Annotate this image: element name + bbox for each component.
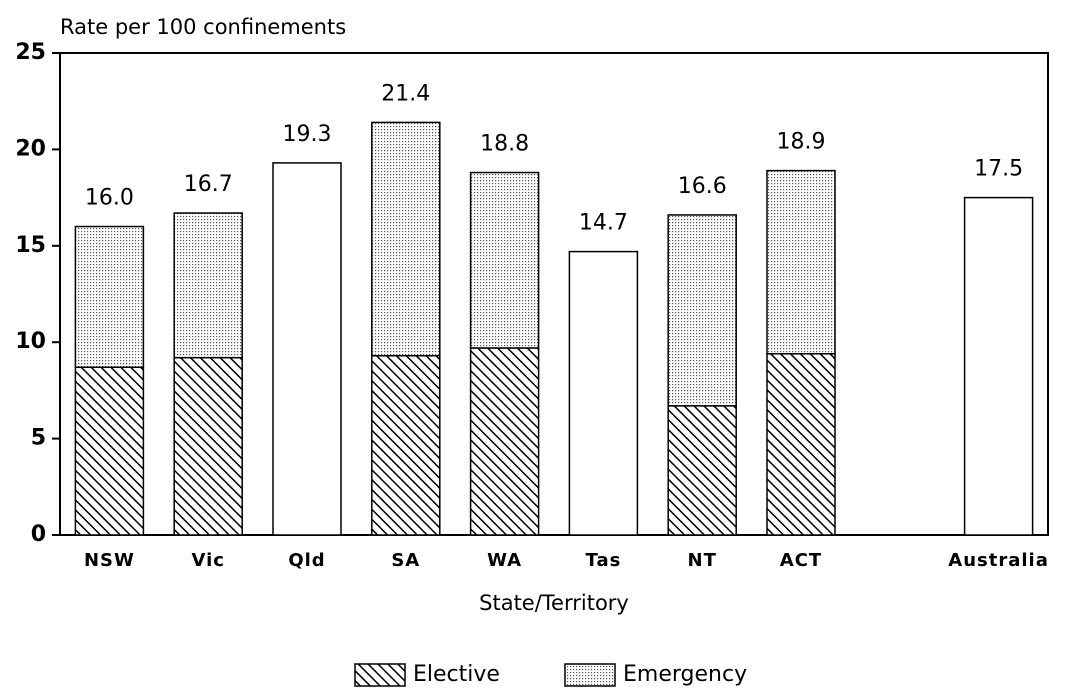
value-label: 14.7 <box>579 211 628 236</box>
value-label: 18.9 <box>777 130 826 155</box>
x-tick-label: NSW <box>84 550 135 571</box>
bar-segment <box>74 225 145 369</box>
bar <box>272 162 342 536</box>
value-label: 16.7 <box>184 172 233 197</box>
x-tick-label: SA <box>391 550 420 571</box>
y-tick-label: 15 <box>15 233 46 258</box>
bar-segment <box>469 171 540 349</box>
y-tick-label: 5 <box>31 426 46 451</box>
x-tick-label: Qld <box>288 550 325 571</box>
value-label: 19.3 <box>283 122 332 147</box>
bar-segment <box>667 214 737 407</box>
y-tick-label: 0 <box>31 522 46 547</box>
bar-segment <box>371 121 441 357</box>
y-axis-label: Rate per 100 confinements <box>60 15 346 39</box>
y-tick-label: 10 <box>15 329 46 354</box>
bar-segment <box>173 356 243 536</box>
value-label: 17.5 <box>974 157 1023 182</box>
x-tick-label: ACT <box>780 550 822 571</box>
x-tick-label: Vic <box>191 550 224 571</box>
x-axis-label: State/Territory <box>479 591 629 615</box>
value-label: 16.0 <box>85 186 134 211</box>
bar-segment <box>173 212 243 359</box>
legend-label: Elective <box>413 662 500 687</box>
value-label: 21.4 <box>381 81 430 106</box>
bar-segment <box>766 169 836 355</box>
y-tick-label: 25 <box>15 40 46 65</box>
bar-segment <box>667 405 737 536</box>
x-tick-label: WA <box>487 550 522 571</box>
bar <box>568 250 639 536</box>
legend-label: Emergency <box>623 662 747 687</box>
value-label: 16.6 <box>678 174 727 199</box>
legend-swatch <box>564 663 616 687</box>
value-label: 18.8 <box>480 132 529 157</box>
bar-segment <box>371 354 441 536</box>
x-tick-label: Tas <box>585 550 621 571</box>
bar-segment <box>74 366 145 536</box>
bar <box>963 196 1034 536</box>
bar-segment <box>766 353 836 536</box>
y-tick-label: 20 <box>15 136 46 161</box>
x-tick-label: NT <box>688 550 717 571</box>
x-tick-label: Australia <box>948 550 1049 571</box>
legend-swatch <box>354 663 406 687</box>
bar-segment <box>469 347 540 536</box>
plot-frame <box>59 52 1049 536</box>
